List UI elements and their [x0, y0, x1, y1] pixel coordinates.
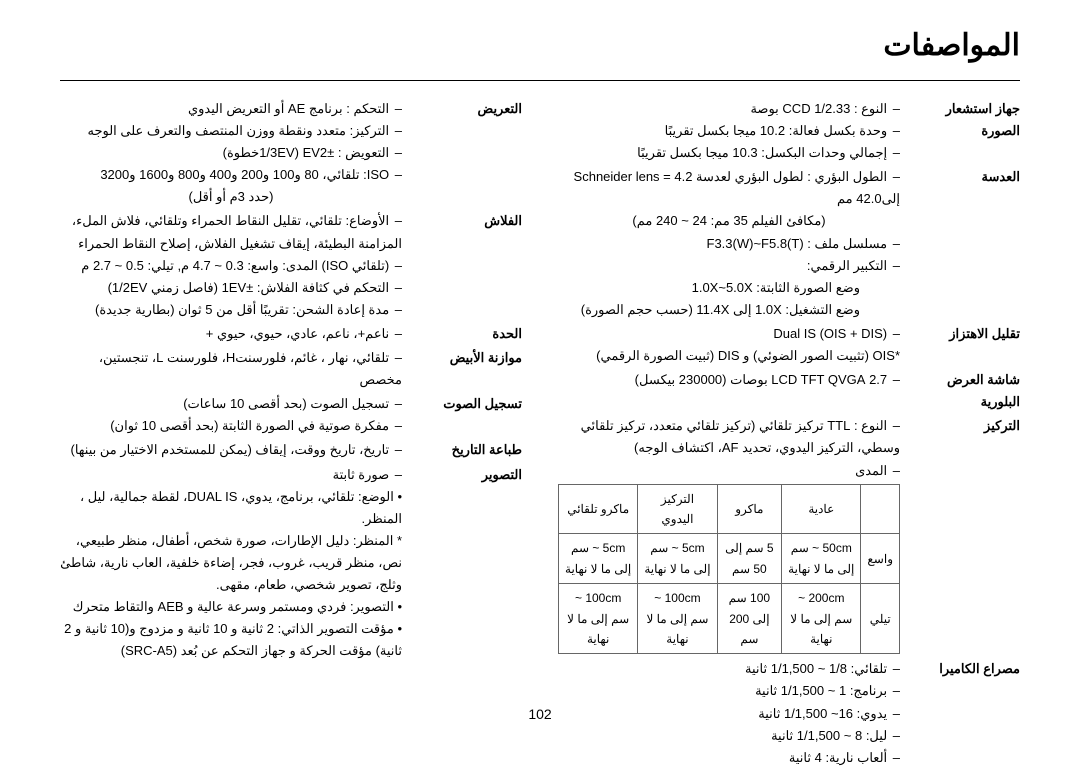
is-body: Dual IS (OIS + DIS) *OIS (تثبيت الصور ال…	[558, 323, 900, 367]
cell: 100 سم إلى 200 سم	[717, 584, 782, 654]
focus-row: التركيز النوع : TTL تركيز تلقائي (تركيز …	[558, 415, 1020, 654]
exposure-label: التعريض	[402, 98, 522, 120]
page-number: 102	[0, 706, 1080, 722]
wb-label: موازنة الأبيض	[402, 347, 522, 369]
focus-type: النوع : TTL تركيز تلقائي (تركيز تلقائي م…	[558, 415, 900, 459]
date-row: طباعة التاريخ تاريخ، تاريخ ووقت، إيقاف (…	[60, 439, 522, 461]
shooting-timer: مؤقت التصوير الذاتي: 2 ثانية و 10 ثانية …	[60, 618, 402, 662]
voice-memo: مفكرة صوتية في الصورة الثابتة (بحد أقصى …	[60, 415, 402, 437]
sensor-type: النوع : CCD 1/2.33 بوصة	[558, 98, 900, 120]
focus-range-table: عادية ماكرو التركيز اليدوي ماكرو تلقائي …	[558, 484, 900, 655]
cell: 5 سم إلى 50 سم	[717, 534, 782, 584]
date-body: تاريخ، تاريخ ووقت، إيقاف (يمكن للمستخدم …	[60, 439, 402, 461]
focus-range-label: المدى	[558, 460, 900, 482]
table-row: واسع 50cm ~ سم إلى ما لا نهاية 5 سم إلى …	[559, 534, 900, 584]
lens-dz-play: وضع التشغيل: 1.0X إلى 11.4X (حسب حجم الص…	[558, 299, 900, 321]
sensor-body: النوع : CCD 1/2.33 بوصة وحدة بكسل فعالة:…	[558, 98, 900, 164]
lens-fno: مسلسل ملف : F3.3(W)~F5.8(T)	[558, 233, 900, 255]
flash-row: الفلاش الأوضاع: تلقائي، تقليل النقاط الح…	[60, 210, 522, 320]
row-wide: واسع	[861, 534, 900, 584]
flash-recharge: مدة إعادة الشحن: تقريبًا أقل من 5 ثوان (…	[60, 299, 402, 321]
cell: 5cm ~ سم إلى ما لا نهاية	[638, 534, 717, 584]
lens-film-eq: (مكافئ الفيلم 35 مم: 24 ~ 240 مم)	[558, 210, 900, 232]
shutter-night: ليل: 8 ~ 1/1,500 ثانية	[558, 725, 900, 747]
exposure-iso: ISO: تلقائي، 80 و100 و200 و400 و800 و160…	[60, 164, 402, 186]
shutter-firework: ألعاب نارية: 4 ثانية	[558, 747, 900, 769]
date-label: طباعة التاريخ	[402, 439, 522, 461]
lens-row: العدسة الطول البؤري : لطول البؤري لعدسة …	[558, 166, 1020, 321]
shooting-still: صورة ثابتة	[60, 464, 402, 486]
exposure-row: التعريض التحكم : برنامج AE أو التعريض ال…	[60, 98, 522, 208]
lens-label: العدسة	[900, 166, 1020, 188]
row-tele: تيلي	[861, 584, 900, 654]
sensor-row: جهاز استشعار الصورة النوع : CCD 1/2.33 ب…	[558, 98, 1020, 164]
is-dual: Dual IS (OIS + DIS)	[558, 323, 900, 345]
voice-rec: تسجيل الصوت (بحد أقصى 10 ساعات)	[60, 393, 402, 415]
table-row: عادية ماكرو التركيز اليدوي ماكرو تلقائي	[559, 484, 900, 534]
is-note: *OIS (تثبيت الصور الضوئي) و DIS (ثبيت ال…	[558, 345, 900, 367]
shooting-row: التصوير صورة ثابتة الوضع: تلقائي، برنامج…	[60, 464, 522, 663]
cell: 200cm ~ سم إلى ما لا نهاية	[782, 584, 861, 654]
th-manual: التركيز اليدوي	[638, 484, 717, 534]
flash-label: الفلاش	[402, 210, 522, 232]
flash-range: (تلقائي ISO) المدى: واسع: 0.3 ~ 4.7 م, ت…	[60, 255, 402, 277]
exposure-metering: التركيز: متعدد ونقطة ووزن المنتصف والتعر…	[60, 120, 402, 142]
flash-step: التحكم في كثافة الفلاش: ±1EV (فاصل زمني …	[60, 277, 402, 299]
flash-modes: الأوضاع: تلقائي، تقليل النقاط الحمراء وت…	[60, 210, 402, 254]
lcd-row: شاشة العرض البلورية 2.7 LCD TFT QVGA بوص…	[558, 369, 1020, 413]
cell: 5cm ~ سم إلى ما لا نهاية	[559, 534, 638, 584]
sharpness-val: ناعم+، ناعم، عادي، حيوي، حيوي +	[60, 323, 402, 345]
focus-label: التركيز	[900, 415, 1020, 437]
lens-focal: الطول البؤري : لطول البؤري لعدسة Schneid…	[558, 166, 900, 210]
shooting-scene: المنظر: دليل الإطارات، صورة شخص، أطفال، …	[60, 530, 402, 596]
wb-body: تلقائي، نهار ، غائم، فلورسنتH، فلورسنت L…	[60, 347, 402, 391]
cell: 100cm ~ سم إلى ما لا نهاية	[638, 584, 717, 654]
sensor-effective: وحدة بكسل فعالة: 10.2 ميجا بكسل تقريبًا	[558, 120, 900, 142]
lens-body: الطول البؤري : لطول البؤري لعدسة Schneid…	[558, 166, 900, 321]
lcd-val: 2.7 LCD TFT QVGA بوصات (230000 بيكسل)	[558, 369, 900, 391]
sensor-label: جهاز استشعار الصورة	[900, 98, 1020, 142]
exposure-iso-note: (حدد 3م أو أقل)	[60, 186, 402, 208]
lens-dz-still: وضع الصورة الثابتة: 1.0X~5.0X	[558, 277, 900, 299]
exposure-control: التحكم : برنامج AE أو التعريض اليدوي	[60, 98, 402, 120]
spec-columns: جهاز استشعار الصورة النوع : CCD 1/2.33 ب…	[60, 98, 1020, 771]
left-column: التعريض التحكم : برنامج AE أو التعريض ال…	[60, 98, 522, 771]
lcd-label: شاشة العرض البلورية	[900, 369, 1020, 413]
focus-body: النوع : TTL تركيز تلقائي (تركيز تلقائي م…	[558, 415, 900, 654]
title-rule	[60, 80, 1020, 81]
is-row: تقليل الاهتزاز Dual IS (OIS + DIS) *OIS …	[558, 323, 1020, 367]
right-column: جهاز استشعار الصورة النوع : CCD 1/2.33 ب…	[558, 98, 1020, 771]
page-title: المواصفات	[883, 28, 1020, 63]
table-corner	[861, 484, 900, 534]
sharpness-label: الحدة	[402, 323, 522, 345]
is-label: تقليل الاهتزاز	[900, 323, 1020, 345]
th-auto-macro: ماكرو تلقائي	[559, 484, 638, 534]
cell: 100cm ~ سم إلى ما لا نهاية	[559, 584, 638, 654]
exposure-comp: التعويض : ±EV2 (1/3EVخطوة)	[60, 142, 402, 164]
voice-body: تسجيل الصوت (بحد أقصى 10 ساعات) مفكرة صو…	[60, 393, 402, 437]
flash-body: الأوضاع: تلقائي، تقليل النقاط الحمراء وت…	[60, 210, 402, 320]
lcd-body: 2.7 LCD TFT QVGA بوصات (230000 بيكسل)	[558, 369, 900, 391]
shooting-mode: الوضع: تلقائي، برنامج، يدوي، DUAL IS، لق…	[60, 486, 402, 530]
sharpness-row: الحدة ناعم+، ناعم، عادي، حيوي، حيوي +	[60, 323, 522, 345]
date-val: تاريخ، تاريخ ووقت، إيقاف (يمكن للمستخدم …	[60, 439, 402, 461]
th-macro: ماكرو	[717, 484, 782, 534]
wb-row: موازنة الأبيض تلقائي، نهار ، غائم، فلورس…	[60, 347, 522, 391]
sharpness-body: ناعم+، ناعم، عادي، حيوي، حيوي +	[60, 323, 402, 345]
sensor-total: إجمالي وحدات البكسل: 10.3 ميجا بكسل تقري…	[558, 142, 900, 164]
shooting-label: التصوير	[402, 464, 522, 486]
voice-row: تسجيل الصوت تسجيل الصوت (بحد أقصى 10 ساع…	[60, 393, 522, 437]
shooting-capture: التصوير: فردي ومستمر وسرعة عالية و AEB و…	[60, 596, 402, 618]
shutter-prog: برنامج: 1 ~ 1/1,500 ثانية	[558, 680, 900, 702]
exposure-body: التحكم : برنامج AE أو التعريض اليدوي الت…	[60, 98, 402, 208]
cell: 50cm ~ سم إلى ما لا نهاية	[782, 534, 861, 584]
voice-label: تسجيل الصوت	[402, 393, 522, 415]
wb-val: تلقائي، نهار ، غائم، فلورسنتH، فلورسنت L…	[60, 347, 402, 391]
shooting-body: صورة ثابتة الوضع: تلقائي، برنامج، يدوي، …	[60, 464, 402, 663]
shutter-label: مصراع الكاميرا	[900, 658, 1020, 680]
th-normal: عادية	[782, 484, 861, 534]
table-row: تيلي 200cm ~ سم إلى ما لا نهاية 100 سم إ…	[559, 584, 900, 654]
shutter-auto: تلقائي: 1/8 ~ 1/1,500 ثانية	[558, 658, 900, 680]
lens-dz: التكبير الرقمي:	[558, 255, 900, 277]
